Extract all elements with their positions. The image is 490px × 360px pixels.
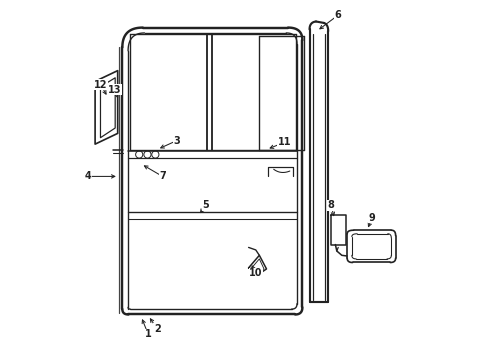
Text: 8: 8 [328,200,335,210]
Text: 3: 3 [173,136,180,145]
Text: 6: 6 [335,10,342,20]
Text: 9: 9 [369,213,376,222]
Text: 10: 10 [249,268,263,278]
Text: 7: 7 [159,171,166,181]
Text: 12: 12 [94,80,108,90]
Text: 13: 13 [108,85,122,95]
Text: 2: 2 [154,324,161,334]
Text: 5: 5 [202,200,209,210]
Text: 1: 1 [145,329,151,339]
Text: 4: 4 [85,171,91,181]
Text: 11: 11 [278,138,291,147]
